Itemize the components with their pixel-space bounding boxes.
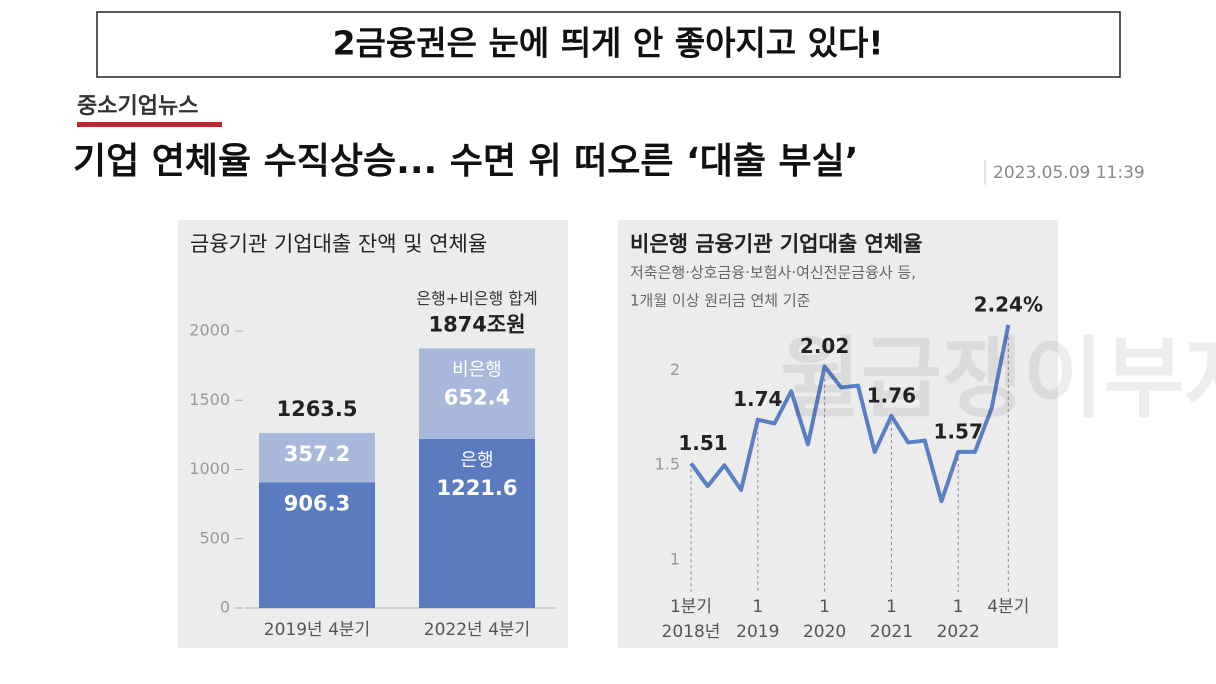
x-tick-label: 1분기: [670, 597, 712, 617]
value-label: 2.02: [800, 334, 849, 358]
value-label: 1.57: [934, 419, 983, 443]
chart-title: 금융기관 기업대출 잔액 및 연체율: [190, 232, 487, 256]
total-label: 1263.5: [276, 397, 357, 421]
value-label: 906.3: [284, 491, 350, 515]
timestamp: 2023.05.09 11:39: [993, 163, 1145, 183]
value-label: 1.76: [867, 383, 916, 407]
bar-segment: [419, 438, 535, 608]
total-note: 은행+비은행 합계: [416, 289, 538, 308]
slide-title: 2금융권은 눈에 띄게 안 좋아지고 있다!: [333, 24, 884, 63]
logo-bar: [77, 122, 222, 127]
series-name: 은행: [460, 450, 493, 471]
value-label: 652.4: [444, 385, 510, 409]
series-name: 비은행: [452, 359, 502, 380]
charts: 금융기관 기업대출 잔액 및 연체율 0 500 1000 1500 2000 2019년 …: [189, 232, 1043, 642]
headline: 기업 연체율 수직상승... 수면 위 떠오른 ‘대출 부실’: [73, 141, 858, 182]
x-tick-label: 1: [953, 597, 964, 617]
y-tick-label: 2: [670, 360, 680, 379]
y-tick-label: 1500: [189, 390, 230, 409]
x-tick-label: 1: [886, 597, 897, 617]
x-tick-label: 1: [752, 597, 763, 617]
value-label: 2.24%: [974, 292, 1043, 316]
x-tick-label: 2021: [870, 622, 913, 642]
value-label: 357.2: [284, 442, 350, 466]
bar-segment: [259, 482, 375, 608]
chart-subtitle: 저축은행·상호금융·보험사·여신전문금융사 등,: [630, 264, 916, 282]
chart-subtitle: 1개월 이상 원리금 연체 기준: [630, 292, 811, 310]
y-tick-label: 1.5: [655, 455, 680, 474]
y-tick-label: 1: [670, 550, 680, 569]
x-tick-label: 2020: [803, 622, 846, 642]
title-box: [96, 11, 1121, 78]
value-label: 1221.6: [436, 476, 517, 500]
y-tick-label: 500: [199, 528, 230, 547]
x-tick-label: 2018년: [662, 622, 721, 642]
x-tick-label: 2019년 4분기: [264, 620, 370, 640]
value-label: 1.51: [678, 431, 727, 455]
chart-title: 비은행 금융기관 기업대출 연체율: [630, 232, 922, 256]
x-tick-label: 4분기: [987, 597, 1029, 617]
x-tick-label: 2022: [937, 622, 980, 642]
total-label: 1874조원: [428, 312, 525, 336]
y-tick-label: 2000: [189, 321, 230, 340]
x-tick-label: 2022년 4분기: [424, 620, 530, 640]
data-line: [689, 324, 1011, 504]
value-label: 1.74: [733, 387, 782, 411]
panel: [618, 220, 1058, 648]
x-tick-label: 1: [819, 597, 830, 617]
bar-segment: [419, 348, 535, 439]
watermark: 월급쟁이부자들: [780, 327, 1216, 430]
y-tick-label: 1000: [189, 459, 230, 478]
x-tick-label: 2019: [736, 622, 779, 642]
bar-segment: [259, 433, 375, 483]
y-tick-label: 0: [220, 598, 230, 617]
source-logo: 중소기업뉴스: [77, 94, 198, 119]
